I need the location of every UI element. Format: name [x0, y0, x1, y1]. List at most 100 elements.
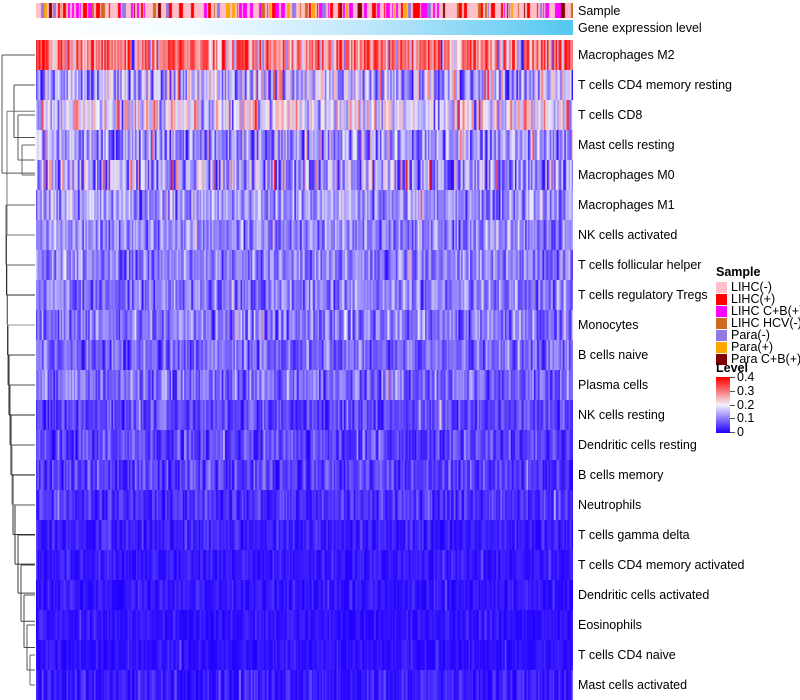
level-colorbar-tick: [730, 377, 735, 378]
row-label: T cells CD4 naive: [578, 648, 676, 662]
gene-expression-annotation-bar: [36, 20, 573, 35]
sample-legend-item: Para(-): [716, 329, 800, 341]
heatmap-row: [36, 160, 573, 190]
row-label: T cells CD4 memory resting: [578, 78, 732, 92]
row-label: Mast cells resting: [578, 138, 675, 152]
row-label: Eosinophils: [578, 618, 642, 632]
sample-legend-swatch: [716, 317, 727, 329]
sample-legend-swatch: [716, 329, 727, 341]
heatmap-row-canvas: [36, 40, 573, 70]
sample-legend-item: LIHC HCV(-): [716, 317, 800, 329]
heatmap-row: [36, 610, 573, 640]
row-label: Plasma cells: [578, 378, 649, 392]
heatmap-row-canvas: [36, 370, 573, 400]
sample-legend-title: Sample: [716, 265, 761, 279]
sample-legend-swatch: [716, 293, 727, 305]
heatmap-row-canvas: [36, 520, 573, 550]
heatmap-row-canvas: [36, 490, 573, 520]
level-colorbar-tick-label: 0: [737, 425, 744, 439]
heatmap-row: [36, 400, 573, 430]
row-label: Macrophages M2: [578, 48, 675, 62]
heatmap-row: [36, 250, 573, 280]
level-legend: Level 0.4 0.3 0.2 0.1 0: [716, 361, 800, 439]
heatmap-row: [36, 280, 573, 310]
row-label: T cells CD8: [578, 108, 643, 122]
level-colorbar-tick: [730, 418, 735, 419]
sample-legend: Sample LIHC(-) LIHC(+) LIHC C+B(+) LIHC HCV…: [716, 266, 800, 365]
heatmap-row: [36, 550, 573, 580]
heatmap-row-canvas: [36, 130, 573, 160]
heatmap-row: [36, 190, 573, 220]
heatmap-row: [36, 40, 573, 70]
row-label: Monocytes: [578, 318, 639, 332]
row-label: Dendritic cells resting: [578, 438, 697, 452]
level-colorbar-tick: [730, 432, 735, 433]
heatmap-row-canvas: [36, 670, 573, 700]
sample-legend-label: LIHC C+B(+): [731, 304, 800, 318]
row-label: B cells naive: [578, 348, 649, 362]
heatmap-row: [36, 490, 573, 520]
sample-annotation-label: Sample: [578, 4, 621, 18]
sample-legend-swatch: [716, 281, 727, 293]
heatmap-row: [36, 310, 573, 340]
sample-legend-label: LIHC(+): [731, 292, 776, 306]
heatmap-row: [36, 580, 573, 610]
sample-annotation-bar: [36, 3, 573, 18]
row-label: NK cells resting: [578, 408, 665, 422]
heatmap-row-canvas: [36, 100, 573, 130]
heatmap-row: [36, 430, 573, 460]
heatmap-row-canvas: [36, 400, 573, 430]
sample-legend-swatch: [716, 353, 727, 365]
sample-legend-item: LIHC(+): [716, 293, 800, 305]
row-label: T cells follicular helper: [578, 258, 702, 272]
heatmap-row-canvas: [36, 190, 573, 220]
sample-legend-swatch: [716, 305, 727, 317]
heatmap-row-canvas: [36, 550, 573, 580]
gene-expression-annotation-label: Gene expression level: [578, 21, 702, 35]
row-label: Macrophages M0: [578, 168, 675, 182]
row-label: NK cells activated: [578, 228, 678, 242]
row-label: T cells regulatory Tregs: [578, 288, 708, 302]
level-colorbar-tick: [730, 391, 735, 392]
heatmap-row: [36, 70, 573, 100]
level-colorbar-tick-label: 0.4: [737, 370, 755, 384]
heatmap-row: [36, 370, 573, 400]
sample-legend-item: LIHC C+B(+): [716, 305, 800, 317]
sample-legend-label: Para C+B(+): [731, 352, 800, 366]
heatmap-row-canvas: [36, 340, 573, 370]
sample-legend-item: Para(+): [716, 341, 800, 353]
row-label: T cells gamma delta: [578, 528, 690, 542]
level-colorbar-tick-label: 0.3: [737, 384, 755, 398]
level-colorbar: [716, 377, 730, 433]
sample-legend-label: Para(-): [731, 328, 770, 342]
sample-legend-item: LIHC(-): [716, 281, 800, 293]
row-label: Mast cells activated: [578, 678, 688, 692]
heatmap-row: [36, 100, 573, 130]
sample-legend-label: LIHC(-): [731, 280, 772, 294]
heatmap-row-canvas: [36, 70, 573, 100]
sample-legend-item: Para C+B(+): [716, 353, 800, 365]
heatmap-row-canvas: [36, 580, 573, 610]
level-colorbar-tick: [730, 405, 735, 406]
sample-legend-label: Para(+): [731, 340, 774, 354]
heatmap-row: [36, 640, 573, 670]
heatmap-row: [36, 220, 573, 250]
row-dendrogram: [1, 54, 35, 686]
row-label: Neutrophils: [578, 498, 642, 512]
heatmap-row-canvas: [36, 280, 573, 310]
heatmap-row-canvas: [36, 430, 573, 460]
heatmap-row-canvas: [36, 640, 573, 670]
level-colorbar-tick-label: 0.2: [737, 398, 755, 412]
heatmap-row-canvas: [36, 460, 573, 490]
heatmap-row-canvas: [36, 610, 573, 640]
heatmap-body: [36, 40, 573, 700]
sample-legend-label: LIHC HCV(-): [731, 316, 800, 330]
heatmap-row: [36, 670, 573, 700]
heatmap-row-labels: Macrophages M2 T cells CD4 memory resting…: [578, 40, 758, 700]
level-colorbar-tick-label: 0.1: [737, 411, 755, 425]
heatmap-row-canvas: [36, 310, 573, 340]
row-label: T cells CD4 memory activated: [578, 558, 745, 572]
level-legend-title: Level: [716, 361, 748, 375]
heatmap-row: [36, 340, 573, 370]
sample-legend-swatch: [716, 341, 727, 353]
